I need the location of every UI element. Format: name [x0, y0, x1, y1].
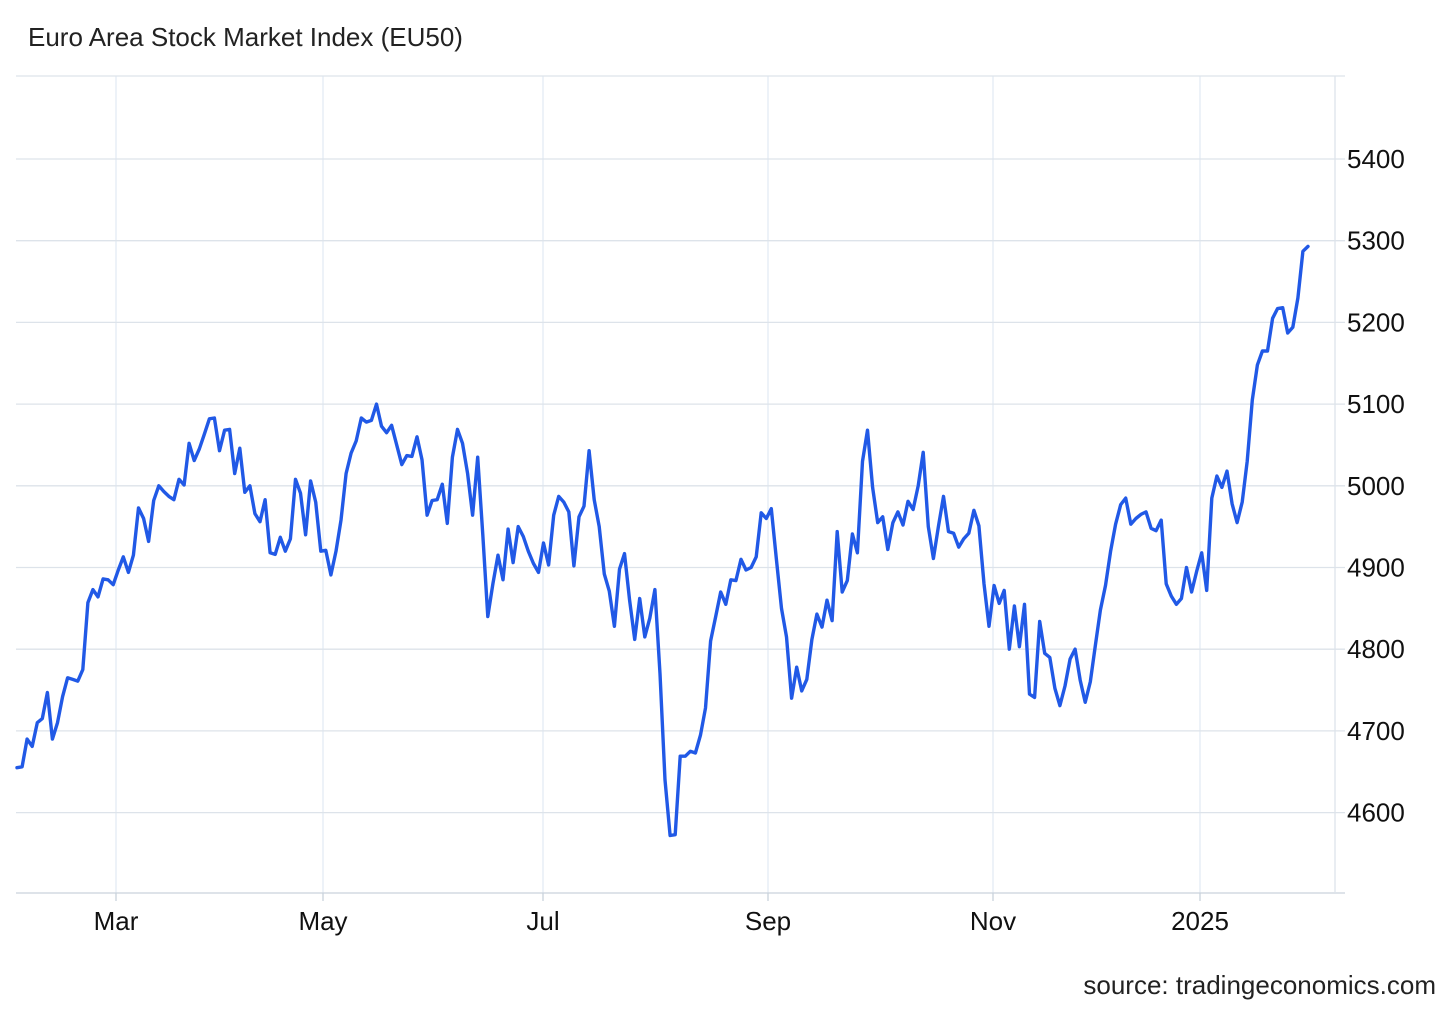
y-tick-label: 5200: [1347, 307, 1405, 337]
y-tick-label: 4600: [1347, 798, 1405, 828]
horizontal-gridlines: [16, 158, 1345, 814]
x-tick-label: Jul: [526, 906, 559, 936]
series-line: [15, 244, 1310, 838]
y-tick-label: 4900: [1347, 553, 1405, 583]
y-tick-label: 5000: [1347, 471, 1405, 501]
y-tick-label: 5300: [1347, 226, 1405, 256]
series-group: [15, 244, 1310, 838]
y-tick-label: 4700: [1347, 716, 1405, 746]
x-tick-label: Nov: [970, 906, 1016, 936]
plot-frame: [16, 75, 1345, 894]
x-axis-tick-labels: Mar May Jul Sep Nov 2025: [94, 906, 1229, 936]
chart-title: Euro Area Stock Market Index (EU50): [28, 22, 463, 52]
x-tick-label: Mar: [94, 906, 139, 936]
x-tick-label: 2025: [1171, 906, 1229, 936]
y-tick-label: 5400: [1347, 144, 1405, 174]
vertical-gridlines: [115, 76, 1201, 901]
y-axis-tick-labels: 4600 4700 4800 4900 5000 5100 5200 5300 5400: [1347, 144, 1405, 828]
x-tick-label: Sep: [745, 906, 791, 936]
y-tick-label: 4800: [1347, 634, 1405, 664]
x-tick-label: May: [298, 906, 347, 936]
y-tick-label: 5100: [1347, 389, 1405, 419]
source-credit: source: tradingeconomics.com: [1083, 970, 1436, 1000]
